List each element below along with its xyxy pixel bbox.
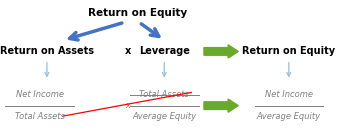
Text: Total Assets: Total Assets	[15, 112, 65, 121]
Text: Return on Assets: Return on Assets	[0, 46, 94, 56]
Text: Net Income: Net Income	[265, 90, 313, 99]
FancyArrow shape	[204, 45, 238, 58]
Text: Net Income: Net Income	[16, 90, 64, 99]
FancyArrow shape	[204, 99, 238, 112]
Text: Average Equity: Average Equity	[257, 112, 321, 121]
Text: Return on Equity: Return on Equity	[88, 8, 187, 18]
Text: Total Assets: Total Assets	[139, 90, 189, 99]
Text: Return on Equity: Return on Equity	[242, 46, 335, 56]
Text: Average Equity: Average Equity	[132, 112, 196, 121]
Text: x: x	[125, 46, 131, 56]
Text: Leverage: Leverage	[139, 46, 190, 56]
Text: x: x	[126, 101, 131, 110]
